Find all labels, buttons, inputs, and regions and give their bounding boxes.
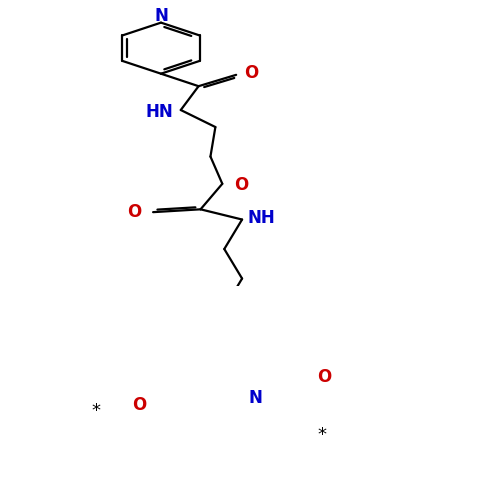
- Text: *: *: [317, 426, 326, 444]
- Text: N: N: [154, 7, 168, 25]
- Text: *: *: [92, 402, 100, 420]
- Text: O: O: [317, 368, 332, 386]
- Text: O: O: [132, 396, 146, 413]
- Text: N: N: [248, 388, 262, 406]
- Text: O: O: [244, 64, 258, 82]
- Text: NH: NH: [247, 210, 275, 228]
- Text: HN: HN: [145, 104, 173, 122]
- Text: O: O: [234, 176, 248, 194]
- Text: O: O: [127, 203, 141, 221]
